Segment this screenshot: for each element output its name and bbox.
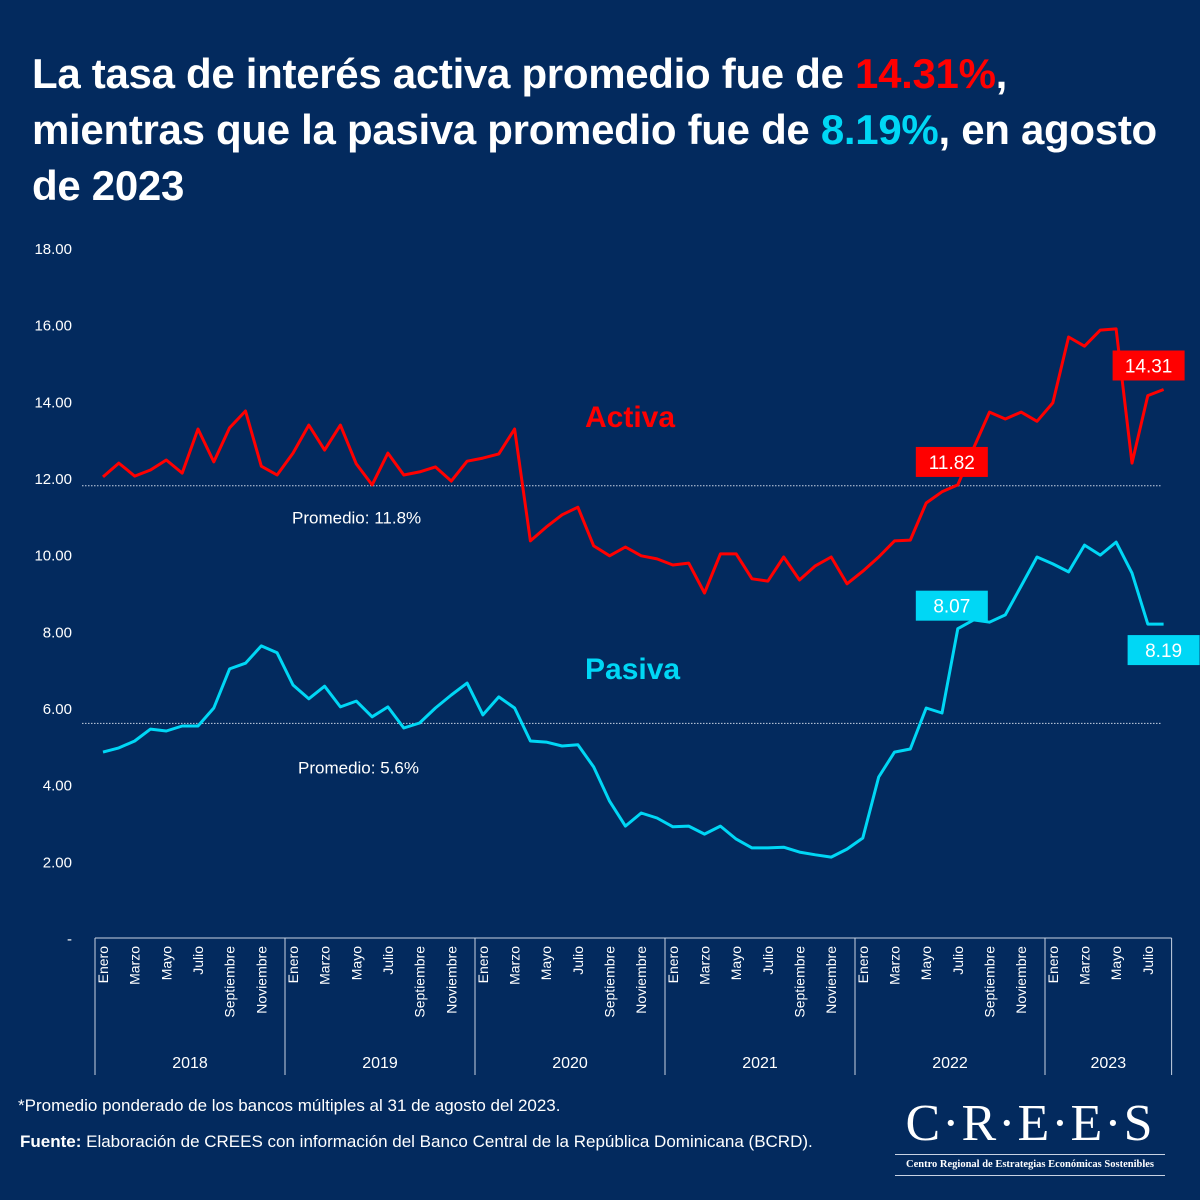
year-label: 2020 — [552, 1055, 588, 1072]
x-tick-label: Septiembre — [602, 946, 618, 1018]
x-tick-label: Septiembre — [981, 946, 997, 1018]
x-tick-label: Noviembre — [823, 946, 839, 1014]
logo-wordmark: C·R·E·E·S — [905, 1095, 1155, 1152]
x-tick-label: Julio — [1140, 946, 1156, 975]
value-label-box — [915, 446, 988, 477]
x-tick-label: Noviembre — [1013, 946, 1029, 1014]
year-label: 2022 — [932, 1055, 968, 1072]
series-labels: Activa Pasiva — [585, 401, 680, 686]
x-tick-label: Mayo — [918, 946, 934, 980]
x-tick-label: Julio — [380, 946, 396, 975]
y-tick-label: 18.00 — [34, 241, 72, 258]
title-activa-value: 14.31% — [855, 50, 996, 97]
x-tick-label: Julio — [950, 946, 966, 975]
y-tick-label: - — [67, 931, 72, 948]
x-tick-label: Marzo — [127, 946, 143, 985]
x-tick-label: Mayo — [538, 946, 554, 980]
x-tick-label: Marzo — [507, 946, 523, 985]
title-part2: , mientras que la pasiva promedio fue de — [32, 50, 1008, 153]
y-axis: - 2.00 4.00 6.00 8.00 10.00 12.00 14.00 16.00 18.… — [34, 241, 72, 948]
x-tick-label: Enero — [285, 946, 301, 984]
x-tick-label: Julio — [570, 946, 586, 975]
y-tick-label: 2.00 — [43, 854, 72, 871]
value-annotations: 11.82 14.31 8.07 8.19 — [915, 350, 1200, 666]
logo-divider — [895, 1154, 1165, 1155]
series-label-activa: Activa — [585, 401, 675, 434]
x-tick-label: Julio — [190, 946, 206, 975]
crees-logo: C·R·E·E·S Centro Regional de Estrategias… — [895, 1096, 1165, 1178]
value-label-box — [915, 590, 988, 621]
value-label: 8.07 — [933, 597, 970, 618]
title-part3: , en agosto de 2023 — [32, 106, 1157, 209]
y-tick-label: 12.00 — [34, 471, 72, 488]
average-label-pasiva: Promedio: 5.6% — [298, 758, 419, 777]
x-tick-label: Enero — [475, 946, 491, 984]
x-tick-label: Septiembre — [222, 946, 238, 1018]
x-tick-label: Enero — [95, 946, 111, 984]
x-tick-label: Mayo — [728, 946, 744, 980]
x-tick-label: Marzo — [697, 946, 713, 985]
series-lines — [102, 327, 1165, 859]
average-label-activa: Promedio: 11.8% — [292, 509, 421, 528]
x-tick-label: Noviembre — [253, 946, 269, 1014]
year-label: 2019 — [362, 1055, 398, 1072]
year-label: 2023 — [1091, 1055, 1127, 1072]
x-tick-label: Marzo — [317, 946, 333, 985]
title-pasiva-value: 8.19% — [820, 106, 939, 153]
y-tick-label: 4.00 — [43, 778, 72, 795]
y-tick-label: 10.00 — [34, 548, 72, 565]
value-label: 8.19 — [1145, 641, 1182, 662]
value-label-box — [1127, 635, 1200, 666]
source-label: Fuente: — [20, 1132, 82, 1151]
x-tick-label: Mayo — [1108, 946, 1124, 980]
footnote: *Promedio ponderado de los bancos múltip… — [18, 1096, 561, 1115]
logo-subtitle: Centro Regional de Estrategias Económica… — [905, 1159, 1154, 1170]
x-tick-label: Enero — [855, 946, 871, 984]
x-tick-label: Marzo — [1076, 946, 1092, 985]
x-tick-label: Noviembre — [443, 946, 459, 1014]
year-label: 2018 — [172, 1055, 208, 1072]
x-tick-label: Septiembre — [412, 946, 428, 1018]
x-tick-label: Mayo — [158, 946, 174, 980]
x-axis: Enero Marzo Mayo Julio Septiembre Noviembre 20… — [94, 937, 1173, 1075]
title-part1: La tasa de interés activa promedio fue d… — [32, 50, 856, 97]
average-lines: Promedio: 11.8% Promedio: 5.6% — [82, 485, 1162, 777]
value-label: 11.82 — [929, 453, 975, 474]
x-tick-label: Mayo — [348, 946, 364, 980]
y-tick-label: 14.00 — [34, 394, 72, 411]
series-label-pasiva: Pasiva — [585, 653, 680, 686]
series-line-activa — [102, 327, 1165, 595]
x-tick-label: Marzo — [887, 946, 903, 985]
source-text: Elaboración de CREES con información del… — [81, 1132, 813, 1151]
y-tick-label: 8.00 — [43, 624, 72, 641]
chart-title: La tasa de interés activa promedio fue d… — [32, 46, 1182, 214]
line-chart: - 2.00 4.00 6.00 8.00 10.00 12.00 14.00 16.00 18.… — [34, 241, 1200, 1075]
source-note: Fuente: Elaboración de CREES con informa… — [20, 1128, 820, 1156]
value-label-box — [1112, 350, 1185, 381]
year-label: 2021 — [742, 1055, 778, 1072]
y-tick-label: 6.00 — [43, 701, 72, 718]
x-tick-label: Noviembre — [633, 946, 649, 1014]
y-tick-label: 16.00 — [34, 318, 72, 335]
logo-divider — [895, 1175, 1165, 1176]
x-tick-label: Julio — [760, 946, 776, 975]
x-tick-label: Enero — [1045, 946, 1061, 984]
value-label: 14.31 — [1125, 356, 1173, 377]
series-line-pasiva — [102, 540, 1164, 859]
x-tick-label: Septiembre — [792, 946, 808, 1018]
x-tick-label: Enero — [665, 946, 681, 984]
